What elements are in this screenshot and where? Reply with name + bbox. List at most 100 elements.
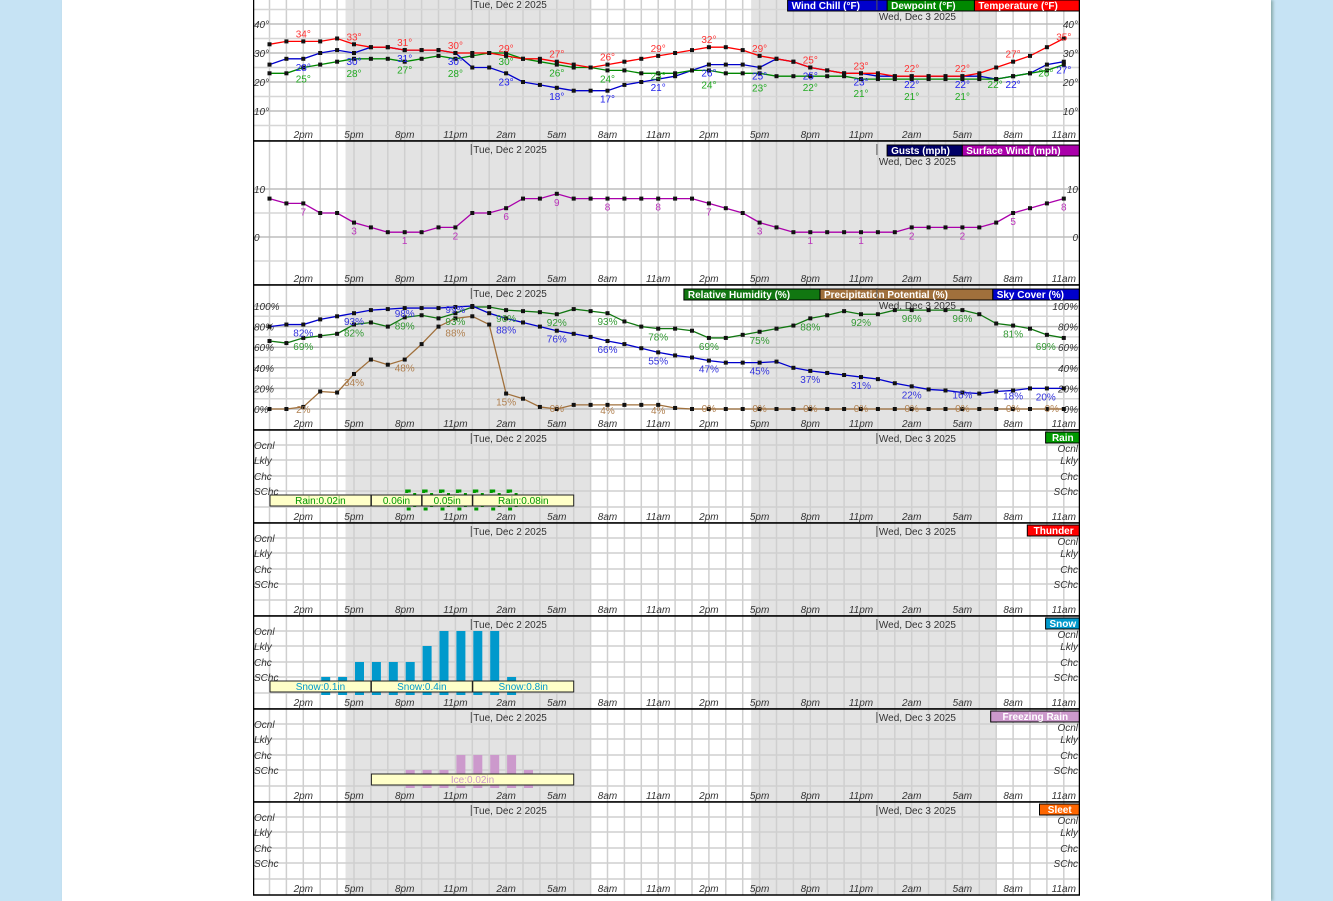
data-point-surface-wind-mph: [757, 220, 762, 225]
data-point-dewpoint-f: [673, 71, 678, 76]
data-point-temperature-f: [554, 59, 559, 64]
data-point-surface-wind-mph: [284, 201, 289, 206]
x-tick-label: 11pm: [443, 791, 467, 802]
data-point-precipitation-potential: [571, 402, 576, 407]
data-point-dewpoint-f: [842, 74, 847, 79]
x-tick-label: 11pm: [849, 605, 873, 616]
data-point-sky-cover: [419, 306, 424, 311]
data-point-temperature-f: [537, 56, 542, 61]
data-point-precipitation-potential: [554, 407, 559, 411]
data-point-dewpoint-f: [875, 77, 880, 82]
data-point-surface-wind-mph: [875, 230, 880, 235]
data-label-surface-wind-mph: 7: [301, 207, 307, 218]
data-label-relative-humidity: 96%: [902, 314, 922, 325]
data-point-temperature-f: [994, 65, 999, 70]
data-point-surface-wind-mph: [318, 211, 323, 215]
data-point-relative-humidity: [368, 320, 373, 325]
data-point-temperature-f: [368, 45, 373, 50]
data-label-sky-cover: 93%: [344, 317, 364, 328]
data-point-wind-chill-f: [487, 65, 492, 70]
legend-label: Freezing Rain: [1003, 712, 1069, 723]
data-label-temperature-f: 31°: [397, 38, 412, 49]
level-label-right: Lkly: [1060, 549, 1079, 560]
data-point-sky-cover: [690, 355, 694, 360]
data-label-temperature-f: 29°: [651, 44, 666, 55]
data-point-surface-wind-mph: [622, 196, 627, 201]
data-label-relative-humidity: 69%: [1036, 342, 1056, 353]
data-label-relative-humidity: 93%: [445, 317, 465, 328]
data-point-relative-humidity: [842, 309, 847, 314]
data-point-dewpoint-f: [706, 68, 711, 73]
data-label-wind-chill-f: 22°: [955, 80, 970, 91]
x-tick-label: 2pm: [293, 791, 313, 802]
data-point-surface-wind-mph: [453, 225, 458, 230]
level-label-left: SChc: [254, 766, 278, 777]
data-point-relative-humidity: [284, 341, 289, 346]
data-point-sky-cover: [808, 368, 813, 373]
probability-bar: [355, 662, 364, 695]
data-point-relative-humidity: [723, 335, 728, 340]
y-tick-label-left: 100%: [254, 302, 280, 313]
data-label-wind-chill-f: 21°: [651, 83, 666, 94]
data-label-sky-cover: 76%: [547, 335, 567, 346]
data-point-relative-humidity: [639, 324, 644, 329]
x-tick-label: 11am: [1052, 698, 1076, 709]
x-tick-label: 8pm: [395, 791, 414, 802]
data-point-surface-wind-mph: [470, 211, 475, 215]
y-tick-label-right: 20°: [1062, 78, 1078, 89]
panel-wind-panel: Surface Wind (mph)Gusts (mph)2pm 5pm 8pm 11…: [253, 140, 1080, 286]
data-point-precipitation-potential: [892, 407, 897, 411]
data-point-precipitation-potential: [1011, 407, 1016, 411]
y-tick-label-left: 0: [254, 233, 260, 244]
data-point-sky-cover: [352, 311, 356, 316]
data-point-wind-chill-f: [639, 80, 644, 84]
data-point-surface-wind-mph: [352, 220, 356, 225]
x-tick-label: 5am: [953, 274, 972, 285]
data-point-dewpoint-f: [284, 71, 289, 76]
data-label-temperature-f: 29°: [499, 44, 514, 55]
data-point-relative-humidity: [774, 326, 779, 331]
data-point-wind-chill-f: [1044, 62, 1049, 67]
data-label-precipitation-potential: 0%: [550, 404, 565, 415]
data-point-sky-cover: [723, 360, 728, 365]
level-label-right: Chc: [1060, 751, 1078, 762]
data-point-temperature-f: [673, 51, 678, 55]
data-point-sky-cover: [656, 350, 661, 355]
data-point-precipitation-potential: [605, 402, 610, 407]
x-tick-label: 11am: [646, 512, 670, 523]
data-point-temperature-f: [639, 56, 644, 61]
data-label-sky-cover: 55%: [648, 356, 668, 367]
legend-label: Rain: [1052, 433, 1074, 444]
data-point-surface-wind-mph: [892, 230, 897, 235]
data-point-surface-wind-mph: [571, 196, 576, 201]
data-point-relative-humidity: [605, 311, 610, 316]
level-label-left: Lkly: [254, 828, 273, 839]
data-point-precipitation-potential: [926, 407, 931, 411]
data-point-sky-cover: [842, 373, 847, 378]
level-label-right: Chc: [1060, 658, 1078, 669]
data-point-surface-wind-mph: [994, 220, 999, 225]
data-point-precipitation-potential: [656, 402, 661, 407]
data-point-relative-humidity: [909, 308, 914, 313]
data-label-dewpoint-f: 21°: [955, 92, 970, 103]
x-tick-label: 5pm: [344, 512, 363, 523]
data-point-temperature-f: [859, 71, 863, 76]
data-point-dewpoint-f: [470, 53, 475, 58]
data-point-dewpoint-f: [808, 74, 813, 79]
panel-sleet: Sleet 2pm 5pm 8pm 11pm 2am 5am 8am 11am 2pm 5pm 8pm…: [253, 801, 1080, 896]
level-label-left: Chc: [254, 844, 272, 855]
amount-label: Rain:0.08in: [498, 496, 549, 507]
data-point-dewpoint-f: [723, 71, 728, 76]
x-tick-label: 8pm: [801, 274, 820, 285]
x-tick-label: 2am: [901, 884, 921, 895]
y-tick-label-right: 40%: [1058, 364, 1078, 375]
x-tick-label: 11am: [1052, 884, 1076, 895]
x-tick-label: 11pm: [443, 698, 467, 709]
x-tick-label: 5pm: [750, 605, 769, 616]
level-label-left: Chc: [254, 658, 272, 669]
data-point-relative-humidity: [875, 312, 880, 317]
x-tick-label: 11am: [1052, 512, 1076, 523]
data-point-relative-humidity: [521, 309, 525, 314]
data-point-wind-chill-f: [554, 85, 559, 90]
data-label-dewpoint-f: 25°: [296, 75, 311, 86]
